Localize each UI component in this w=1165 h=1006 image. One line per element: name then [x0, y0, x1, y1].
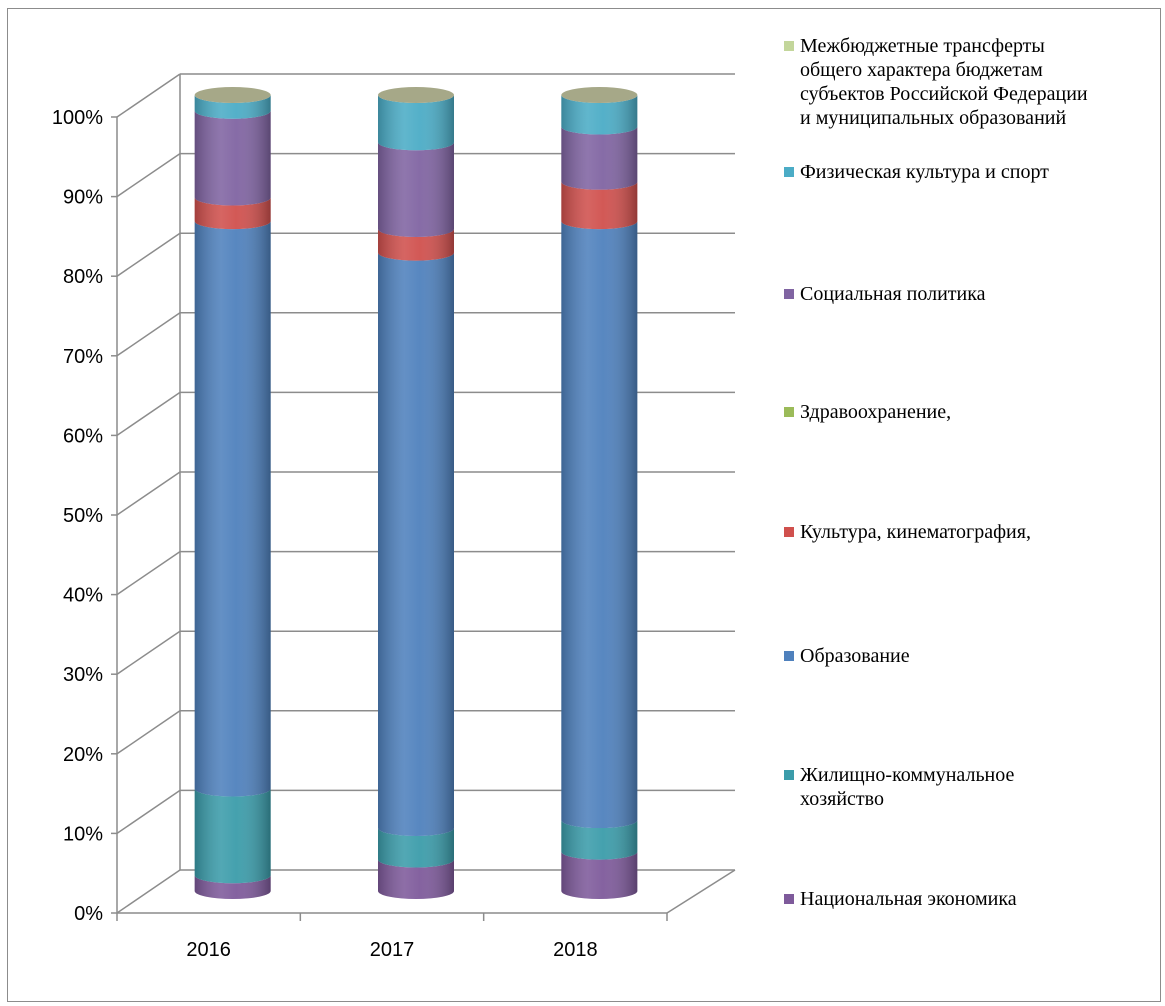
bar-segment-shading: [561, 126, 638, 190]
bar-segment-shading: [378, 95, 454, 151]
gridline-side: [116, 312, 181, 357]
bar-segment-shading: [378, 827, 454, 868]
bar-segment-shading: [378, 859, 454, 899]
y-tick-label: 20%: [63, 744, 103, 766]
gridline-side: [116, 391, 181, 437]
gridline-side: [116, 869, 181, 914]
bar-segment-shading: [194, 95, 271, 119]
bar-segment-shading: [561, 181, 638, 230]
bar-2016: [194, 87, 271, 899]
y-tick-label: 80%: [63, 266, 103, 288]
y-tick-label: 50%: [63, 505, 103, 527]
legend-item: Социальная политика: [784, 282, 1160, 306]
x-tick-label: 2017: [370, 939, 415, 961]
legend-label: Образование: [800, 645, 910, 667]
y-tick-label: 30%: [63, 664, 103, 686]
legend-item: Здравоохранение,: [784, 400, 1160, 424]
legend-label: Межбюджетные трансферты общего характера…: [800, 35, 1088, 129]
bar-segment-shading: [194, 221, 271, 797]
bar-2017: [378, 87, 454, 899]
bar-top-cap: [194, 87, 271, 103]
legend-label: Культура, кинематография,: [800, 521, 1031, 543]
legend-label: Социальная политика: [800, 283, 986, 305]
legend-label: Национальная экономика: [800, 888, 1017, 910]
y-tick-label: 10%: [63, 823, 103, 845]
legend-label: Физическая культура и спорт: [800, 161, 1049, 183]
gridline-side: [116, 550, 181, 596]
bar-top-cap: [561, 87, 638, 103]
legend-swatch: [784, 289, 794, 299]
bar-segment-shading: [561, 820, 638, 860]
bar-segment-shading: [378, 142, 454, 237]
legend-item: Образование: [784, 644, 1160, 668]
bar-segment-shading: [378, 228, 454, 261]
y-tick-label: 90%: [63, 187, 103, 209]
y-tick-label: 0%: [74, 903, 103, 925]
legend-label: Жилищно-коммунальное хозяйство: [800, 764, 1015, 810]
gridline-side: [116, 630, 181, 675]
x-tick-label: 2016: [186, 939, 231, 961]
legend-swatch: [784, 894, 794, 904]
gridline-side: [116, 73, 181, 118]
legend-item: Культура, кинематография,: [784, 520, 1160, 544]
legend-swatch: [784, 167, 794, 177]
bar-segment-shading: [194, 197, 271, 230]
gridlines: [116, 73, 735, 914]
bar-segment-shading: [194, 788, 271, 884]
y-tick-label: 100%: [52, 107, 103, 129]
bar-segment-shading: [561, 95, 638, 135]
legend-swatch: [784, 651, 794, 661]
gridline-side: [116, 232, 181, 277]
bar-segment-shading: [378, 252, 454, 836]
tick-labels: 0% 10% 20% 30% 40% 50% 60% 70% 80% 90% 100% 2016 201…: [52, 107, 598, 961]
bar-top-cap: [378, 87, 454, 103]
floor-edge: [666, 869, 736, 914]
y-tick-label: 70%: [63, 346, 103, 368]
gridline-side: [116, 710, 181, 755]
axes: [111, 74, 736, 921]
legend-swatch: [784, 770, 794, 780]
legend-swatch: [784, 41, 794, 51]
legend-swatch: [784, 407, 794, 417]
legend: Межбюджетные трансферты общего характера…: [784, 34, 1164, 934]
gridline-side: [116, 471, 181, 516]
bar-segment-shading: [561, 221, 638, 829]
bar-segment-shading: [194, 875, 271, 899]
bar-segment-shading: [561, 851, 638, 899]
gridline-side: [116, 789, 181, 835]
y-tick-label: 60%: [63, 425, 103, 447]
legend-label: Здравоохранение,: [800, 401, 952, 423]
gridline-side: [116, 152, 181, 198]
bar-segment-shading: [194, 110, 271, 206]
chart-frame: [7, 8, 1161, 1002]
legend-item: Межбюджетные трансферты общего характера…: [784, 34, 1160, 130]
legend-item: Физическая культура и спорт: [784, 160, 1160, 184]
x-tick-label: 2018: [553, 939, 598, 961]
bars: [194, 87, 638, 899]
legend-swatch: [784, 527, 794, 537]
legend-item: Национальная экономика: [784, 887, 1160, 911]
y-tick-label: 40%: [63, 585, 103, 607]
bar-2018: [561, 87, 638, 899]
legend-item: Жилищно-коммунальное хозяйство: [784, 763, 1160, 811]
